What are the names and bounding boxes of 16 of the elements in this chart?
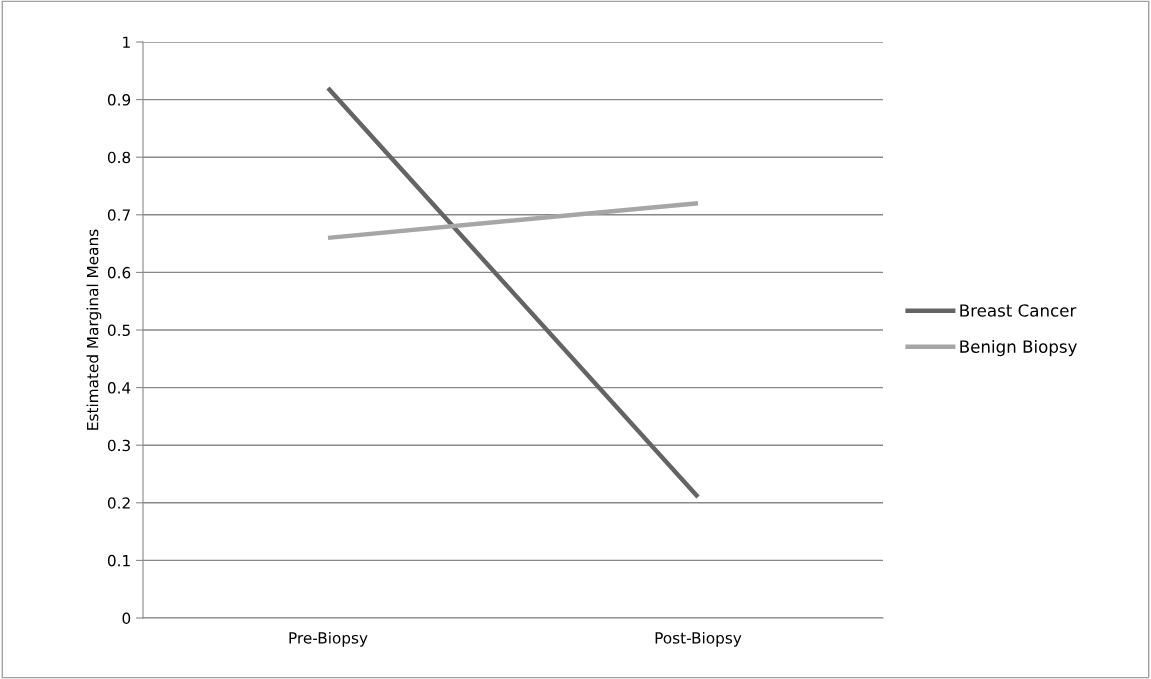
x-tick-label: Pre-Biopsy <box>289 631 368 647</box>
y-tick-label: 0.3 <box>107 439 130 452</box>
y-tick-label: 0 <box>122 612 131 625</box>
y-tick-label: 0.6 <box>107 266 131 279</box>
y-tick-label: 0.4 <box>107 382 131 394</box>
y-tick-label: 0.5 <box>107 324 130 337</box>
y-tick-label: 0.9 <box>107 94 131 106</box>
x-tick-label: Post-Biopsy <box>655 631 742 647</box>
y-tick-label: 0.7 <box>107 209 130 221</box>
y-tick-label: 0.1 <box>107 554 130 567</box>
legend-label: Breast Cancer <box>960 304 1077 317</box>
y-tick-label: 1 <box>123 36 130 48</box>
legend-label: Benign Biopsy <box>960 340 1077 357</box>
y-tick-label: 0.8 <box>107 151 131 164</box>
y-tick-label: 0.2 <box>107 497 130 509</box>
y-axis-title: Estimated Marginal Means <box>86 229 102 430</box>
